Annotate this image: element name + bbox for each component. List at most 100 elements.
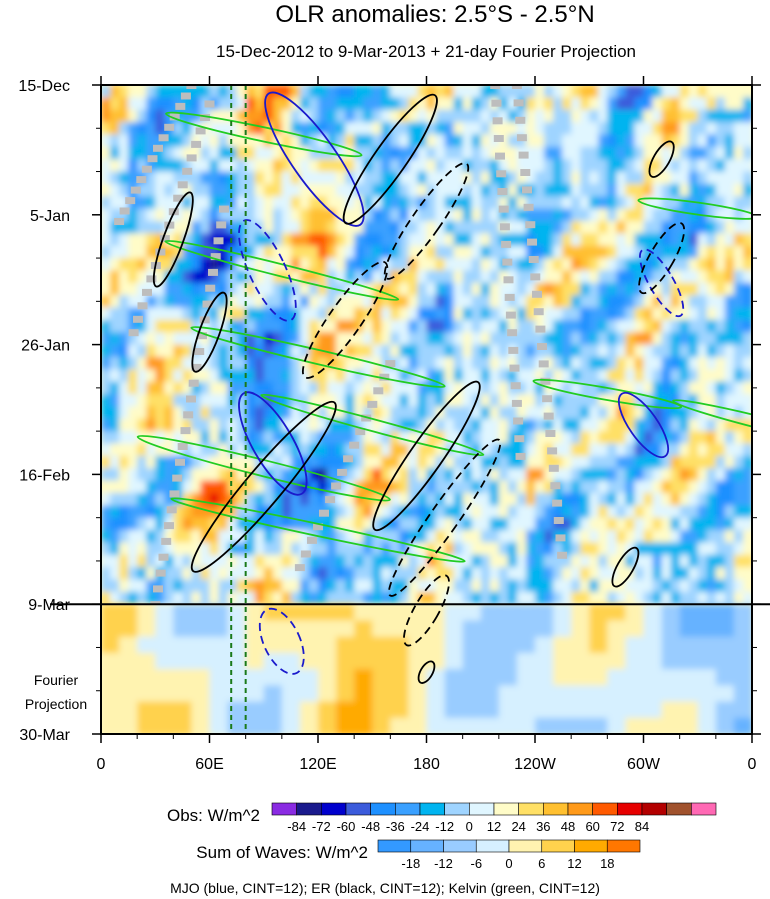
- projection-label-line2: Projection: [25, 696, 87, 712]
- chart-subtitle: 15-Dec-2012 to 9-Mar-2013 + 21-day Fouri…: [216, 42, 636, 61]
- obs-colorbar-swatch: [296, 802, 322, 816]
- waves-colorbar-swatch: [475, 839, 510, 853]
- obs-colorbar-swatch: [469, 802, 495, 816]
- obs-colorbar-swatch: [567, 802, 593, 816]
- obs-colorbar-swatch: [345, 802, 371, 816]
- obs-colorbar-tick: 48: [561, 819, 575, 834]
- obs-colorbar-swatch: [370, 802, 396, 816]
- y-tick-label: 16-Feb: [19, 467, 70, 484]
- projected-olr-field: [101, 604, 752, 734]
- obs-colorbar-swatch: [419, 802, 445, 816]
- x-tick-label: 120E: [299, 756, 336, 773]
- obs-colorbar-swatch: [691, 802, 717, 816]
- obs-colorbar-swatch: [321, 802, 347, 816]
- waves-colorbar-swatch: [508, 839, 543, 853]
- mjo-contour-neg: [258, 607, 305, 675]
- waves-colorbar-tick: -18: [401, 856, 420, 871]
- er-contour-neg: [638, 222, 686, 295]
- er-contour-pos: [648, 140, 675, 178]
- waves-colorbar-label: Sum of Waves: W/m^2: [196, 843, 368, 862]
- x-tick-label: 60E: [195, 756, 223, 773]
- obs-colorbar-tick: 24: [511, 819, 525, 834]
- obs-field-cells: [101, 85, 752, 604]
- projection-label-line1: Fourier: [34, 672, 79, 688]
- waves-colorbar-tick: 18: [600, 856, 614, 871]
- obs-colorbar-tick: -84: [287, 819, 306, 834]
- y-tick-label: 26-Jan: [21, 338, 70, 355]
- waves-colorbar-swatch: [410, 839, 444, 853]
- obs-colorbar-tick: -12: [435, 819, 454, 834]
- obs-colorbar-swatch: [617, 802, 643, 816]
- observed-olr-field: [101, 85, 752, 604]
- obs-colorbar-swatch: [395, 802, 421, 816]
- waves-colorbar-swatch: [443, 839, 477, 853]
- x-tick-label: 180: [413, 756, 440, 773]
- obs-colorbar-tick: 12: [487, 819, 501, 834]
- y-tick-label: 15-Dec: [18, 78, 70, 95]
- obs-colorbar-swatch: [518, 802, 544, 816]
- obs-colorbar-swatch: [543, 802, 569, 816]
- obs-colorbar-swatch: [444, 802, 470, 816]
- obs-colorbar-swatch: [493, 802, 519, 816]
- obs-colorbar-label: Obs: W/m^2: [167, 806, 260, 825]
- wave-contours: [136, 91, 770, 684]
- obs-colorbar-tick: 36: [536, 819, 550, 834]
- mjo-contour-pos: [264, 91, 365, 227]
- x-tick-label: 0: [748, 756, 757, 773]
- waves-colorbar-tick: -6: [471, 856, 483, 871]
- chart-title: OLR anomalies: 2.5°S - 2.5°N: [275, 1, 594, 28]
- contour-legend: MJO (blue, CINT=12); ER (black, CINT=12)…: [170, 880, 600, 896]
- y-tick-label: 30-Mar: [19, 727, 70, 744]
- x-tick-label: 60W: [627, 756, 661, 773]
- proj-field-cells: [101, 604, 752, 734]
- kelvin-contour: [759, 548, 770, 587]
- obs-colorbar-tick: -72: [312, 819, 331, 834]
- waves-colorbar-tick: -12: [434, 856, 453, 871]
- waves-colorbar-tick: 0: [505, 856, 512, 871]
- er-contour-neg: [388, 438, 502, 597]
- waves-colorbar-tick: 6: [538, 856, 545, 871]
- obs-colorbar-tick: -60: [337, 819, 356, 834]
- obs-colorbar-tick: 60: [585, 819, 599, 834]
- er-contour-pos: [611, 546, 640, 588]
- obs-colorbar-swatch: [666, 802, 692, 816]
- kelvin-contour: [637, 197, 752, 220]
- mjo-contour-neg: [238, 219, 297, 322]
- obs-colorbar-tick: 72: [610, 819, 624, 834]
- obs-colorbar-tick: -36: [386, 819, 405, 834]
- er-contour-pos: [342, 93, 438, 225]
- obs-colorbar-swatch: [592, 802, 618, 816]
- kelvin-contour: [672, 399, 752, 451]
- obs-colorbar-tick: 84: [635, 819, 649, 834]
- kelvin-contour: [260, 393, 485, 457]
- er-contour-neg: [403, 574, 450, 647]
- er-contour-pos: [372, 380, 481, 532]
- er-contour-pos: [417, 660, 436, 684]
- kelvin-contour: [170, 497, 466, 563]
- mjo-contour-pos: [617, 391, 670, 459]
- obs-colorbar-tick: -48: [361, 819, 380, 834]
- y-tick-label: 9-Mar: [28, 597, 70, 614]
- waves-colorbar-swatch: [541, 839, 575, 853]
- er-contour-pos: [152, 191, 194, 288]
- kelvin-contour: [165, 111, 363, 158]
- waves-colorbar-tick: 12: [567, 856, 581, 871]
- y-tick-label: 5-Jan: [30, 208, 70, 225]
- x-tick-label: 120W: [514, 756, 557, 773]
- kelvin-contour: [136, 434, 391, 502]
- obs-colorbar: -84 -72 -60 -48 -36 -24 -12 0 12 24 36 48 60 72 84: [271, 802, 717, 834]
- mjo-contour-pos: [238, 391, 308, 496]
- x-tick-label: 0: [97, 756, 106, 773]
- er-contour-pos: [190, 400, 337, 573]
- waves-colorbar: -18 -12 -6 0 6 12 18: [377, 839, 641, 871]
- missing-data-marks: [114, 85, 568, 604]
- kelvin-contour: [190, 326, 446, 388]
- waves-colorbar-swatch: [606, 839, 641, 853]
- obs-colorbar-tick: -24: [411, 819, 430, 834]
- er-contour-neg: [301, 260, 389, 379]
- waves-colorbar-swatch: [574, 839, 608, 853]
- kelvin-contour: [164, 239, 400, 301]
- obs-colorbar-tick: 0: [466, 819, 473, 834]
- er-contour-pos: [191, 291, 228, 373]
